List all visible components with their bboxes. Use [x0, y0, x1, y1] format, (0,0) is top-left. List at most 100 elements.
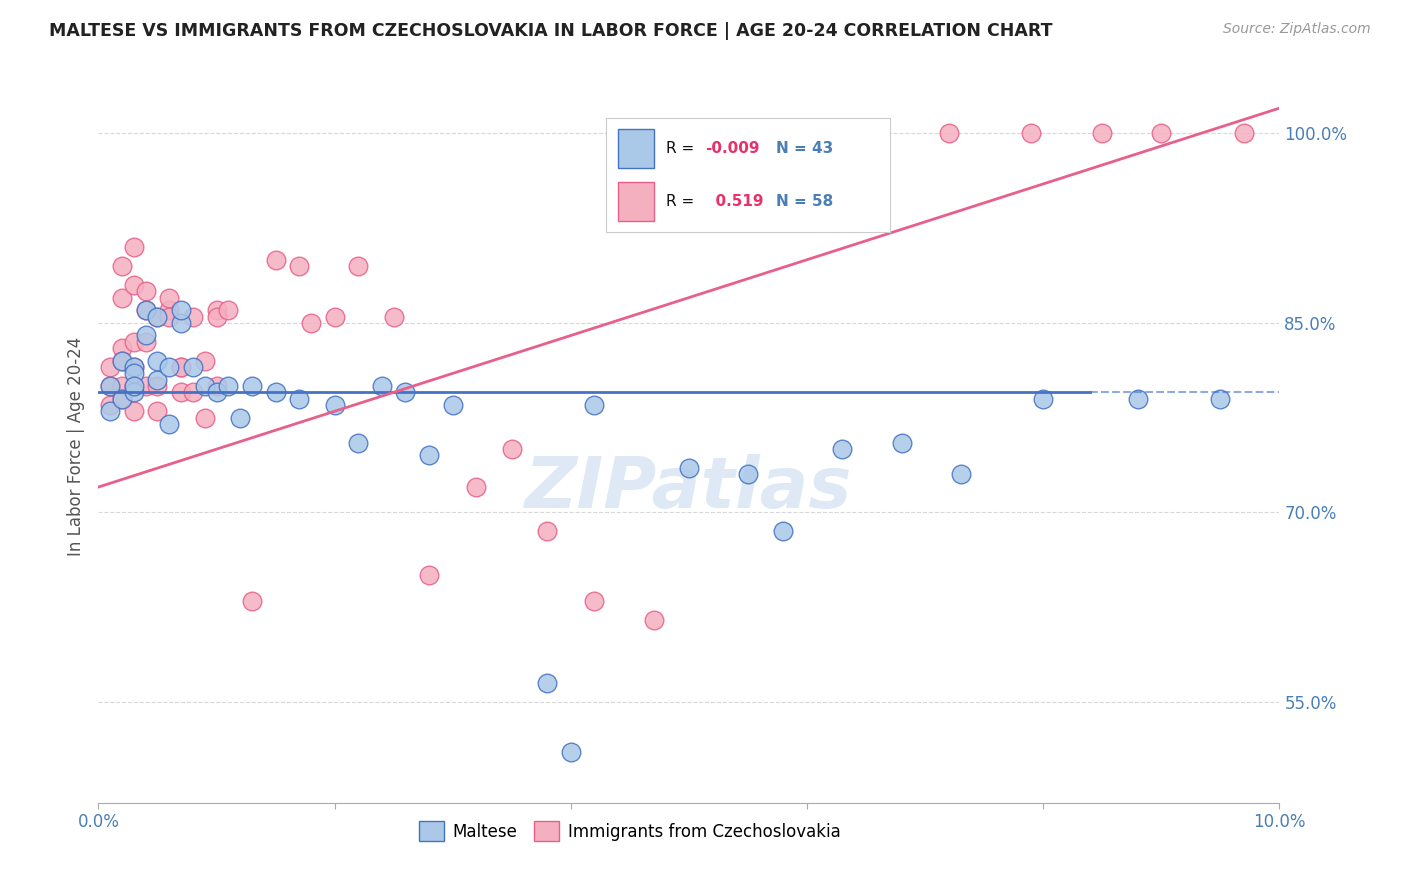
Point [146, 379, 169, 393]
Point [135, 285, 157, 299]
Point [181, 310, 204, 324]
Point [146, 310, 169, 324]
Point [111, 392, 134, 406]
Point [441, 398, 464, 412]
Point [122, 360, 145, 375]
Point [347, 259, 370, 273]
Point [146, 353, 169, 368]
Point [288, 392, 311, 406]
Point [111, 353, 134, 368]
Point [111, 259, 134, 273]
Point [157, 303, 180, 318]
Point [394, 385, 416, 400]
Point [135, 379, 157, 393]
Point [111, 353, 134, 368]
Point [1209, 392, 1232, 406]
Point [135, 303, 157, 318]
Point [205, 310, 228, 324]
Point [122, 367, 145, 381]
Point [111, 392, 134, 406]
Point [772, 524, 794, 539]
Point [122, 277, 145, 292]
Point [194, 353, 217, 368]
Point [1091, 127, 1114, 141]
Point [418, 449, 440, 463]
Point [890, 435, 912, 450]
Point [643, 613, 665, 627]
Point [347, 435, 370, 450]
Point [170, 360, 193, 375]
Point [1150, 127, 1173, 141]
Point [264, 385, 287, 400]
Point [1126, 392, 1149, 406]
Point [122, 360, 145, 375]
Point [122, 404, 145, 418]
Point [217, 303, 239, 318]
Point [111, 379, 134, 393]
Point [583, 398, 606, 412]
Point [98, 360, 121, 375]
Point [288, 259, 311, 273]
Point [157, 417, 180, 431]
Point [264, 252, 287, 267]
Point [1233, 127, 1256, 141]
Point [323, 310, 346, 324]
Point [135, 303, 157, 318]
Point [229, 410, 252, 425]
Text: MALTESE VS IMMIGRANTS FROM CZECHOSLOVAKIA IN LABOR FORCE | AGE 20-24 CORRELATION: MALTESE VS IMMIGRANTS FROM CZECHOSLOVAKI… [49, 22, 1053, 40]
Point [737, 127, 759, 141]
Point [678, 127, 700, 141]
Point [146, 310, 169, 324]
Point [323, 398, 346, 412]
Point [382, 310, 405, 324]
Point [157, 360, 180, 375]
Point [371, 379, 394, 393]
Point [796, 127, 818, 141]
Point [135, 328, 157, 343]
Point [170, 360, 193, 375]
Point [194, 410, 217, 425]
Legend: Maltese, Immigrants from Czechoslovakia: Maltese, Immigrants from Czechoslovakia [413, 814, 846, 848]
Point [122, 240, 145, 254]
Point [122, 385, 145, 400]
Point [217, 379, 239, 393]
Point [536, 524, 558, 539]
Point [157, 291, 180, 305]
Point [98, 404, 121, 418]
Point [465, 480, 488, 494]
Point [205, 385, 228, 400]
Point [938, 127, 960, 141]
Point [678, 461, 700, 475]
Point [122, 379, 145, 393]
Point [170, 303, 193, 318]
Text: ZIPatlas: ZIPatlas [526, 454, 852, 524]
Point [157, 310, 180, 324]
Y-axis label: In Labor Force | Age 20-24: In Labor Force | Age 20-24 [66, 336, 84, 556]
Text: Source: ZipAtlas.com: Source: ZipAtlas.com [1223, 22, 1371, 37]
Point [135, 334, 157, 349]
Point [181, 360, 204, 375]
Point [501, 442, 523, 457]
Point [418, 568, 440, 582]
Point [205, 379, 228, 393]
Point [560, 745, 582, 759]
Point [240, 593, 263, 607]
Point [170, 385, 193, 400]
Point [855, 127, 877, 141]
Point [737, 467, 759, 482]
Point [194, 379, 217, 393]
Point [122, 334, 145, 349]
Point [98, 398, 121, 412]
Point [299, 316, 322, 330]
Point [240, 379, 263, 393]
Point [583, 593, 606, 607]
Point [536, 675, 558, 690]
Point [170, 316, 193, 330]
Point [98, 379, 121, 393]
Point [98, 379, 121, 393]
Point [205, 303, 228, 318]
Point [111, 341, 134, 355]
Point [122, 379, 145, 393]
Point [1021, 127, 1043, 141]
Point [146, 404, 169, 418]
